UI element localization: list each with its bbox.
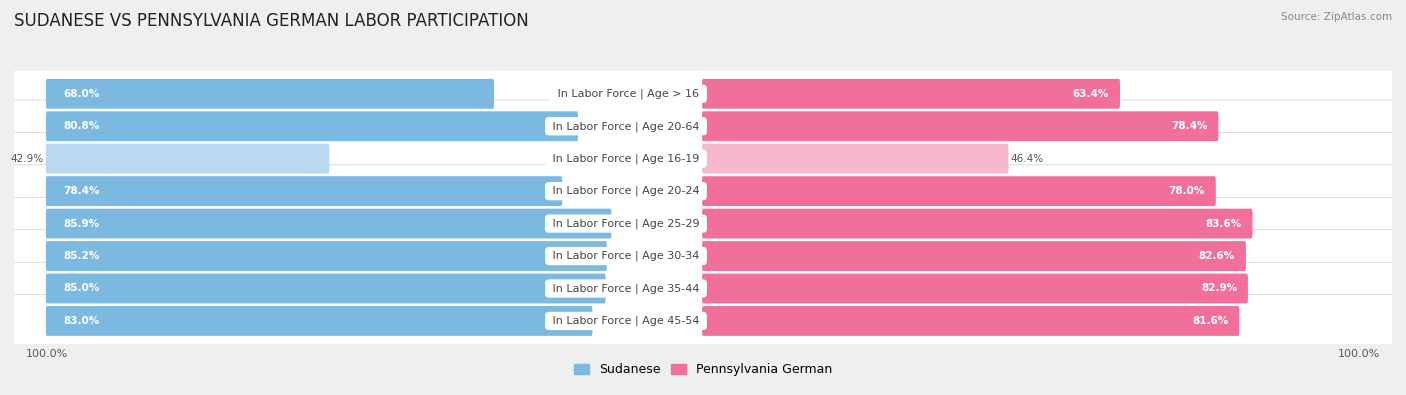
FancyBboxPatch shape <box>11 132 1395 185</box>
Text: 85.9%: 85.9% <box>63 218 100 229</box>
Text: 42.9%: 42.9% <box>10 154 44 164</box>
Text: 81.6%: 81.6% <box>1192 316 1229 326</box>
FancyBboxPatch shape <box>11 230 1395 282</box>
FancyBboxPatch shape <box>46 79 494 109</box>
Text: In Labor Force | Age 30-34: In Labor Force | Age 30-34 <box>550 251 703 261</box>
Text: 83.0%: 83.0% <box>63 316 100 326</box>
FancyBboxPatch shape <box>46 306 592 336</box>
FancyBboxPatch shape <box>46 144 329 174</box>
Text: 46.4%: 46.4% <box>1011 154 1043 164</box>
FancyBboxPatch shape <box>11 295 1395 347</box>
FancyBboxPatch shape <box>46 209 612 239</box>
FancyBboxPatch shape <box>11 262 1395 315</box>
FancyBboxPatch shape <box>702 111 1219 141</box>
Text: In Labor Force | Age 20-24: In Labor Force | Age 20-24 <box>548 186 703 196</box>
Text: 82.9%: 82.9% <box>1201 284 1237 293</box>
Text: 85.2%: 85.2% <box>63 251 100 261</box>
Text: 78.0%: 78.0% <box>1168 186 1205 196</box>
Text: 78.4%: 78.4% <box>63 186 100 196</box>
Text: In Labor Force | Age 45-54: In Labor Force | Age 45-54 <box>548 316 703 326</box>
FancyBboxPatch shape <box>46 241 607 271</box>
FancyBboxPatch shape <box>11 165 1395 217</box>
Text: 82.6%: 82.6% <box>1199 251 1234 261</box>
Text: In Labor Force | Age 25-29: In Labor Force | Age 25-29 <box>548 218 703 229</box>
Text: 63.4%: 63.4% <box>1073 89 1109 99</box>
Text: SUDANESE VS PENNSYLVANIA GERMAN LABOR PARTICIPATION: SUDANESE VS PENNSYLVANIA GERMAN LABOR PA… <box>14 12 529 30</box>
FancyBboxPatch shape <box>11 100 1395 152</box>
FancyBboxPatch shape <box>11 198 1395 250</box>
Text: 80.8%: 80.8% <box>63 121 100 131</box>
Text: 85.0%: 85.0% <box>63 284 100 293</box>
Text: In Labor Force | Age 16-19: In Labor Force | Age 16-19 <box>550 153 703 164</box>
FancyBboxPatch shape <box>46 176 562 206</box>
Text: Source: ZipAtlas.com: Source: ZipAtlas.com <box>1281 12 1392 22</box>
FancyBboxPatch shape <box>46 274 606 303</box>
Text: In Labor Force | Age > 16: In Labor Force | Age > 16 <box>554 88 703 99</box>
FancyBboxPatch shape <box>702 274 1249 303</box>
FancyBboxPatch shape <box>702 306 1240 336</box>
FancyBboxPatch shape <box>702 79 1121 109</box>
Text: In Labor Force | Age 35-44: In Labor Force | Age 35-44 <box>548 283 703 294</box>
Legend: Sudanese, Pennsylvania German: Sudanese, Pennsylvania German <box>569 358 837 381</box>
Text: 68.0%: 68.0% <box>63 89 100 99</box>
Text: 78.4%: 78.4% <box>1171 121 1208 131</box>
FancyBboxPatch shape <box>46 111 578 141</box>
Text: 83.6%: 83.6% <box>1205 218 1241 229</box>
FancyBboxPatch shape <box>702 241 1246 271</box>
FancyBboxPatch shape <box>702 144 1008 174</box>
Text: In Labor Force | Age 20-64: In Labor Force | Age 20-64 <box>548 121 703 132</box>
FancyBboxPatch shape <box>702 209 1253 239</box>
FancyBboxPatch shape <box>702 176 1216 206</box>
FancyBboxPatch shape <box>11 68 1395 120</box>
